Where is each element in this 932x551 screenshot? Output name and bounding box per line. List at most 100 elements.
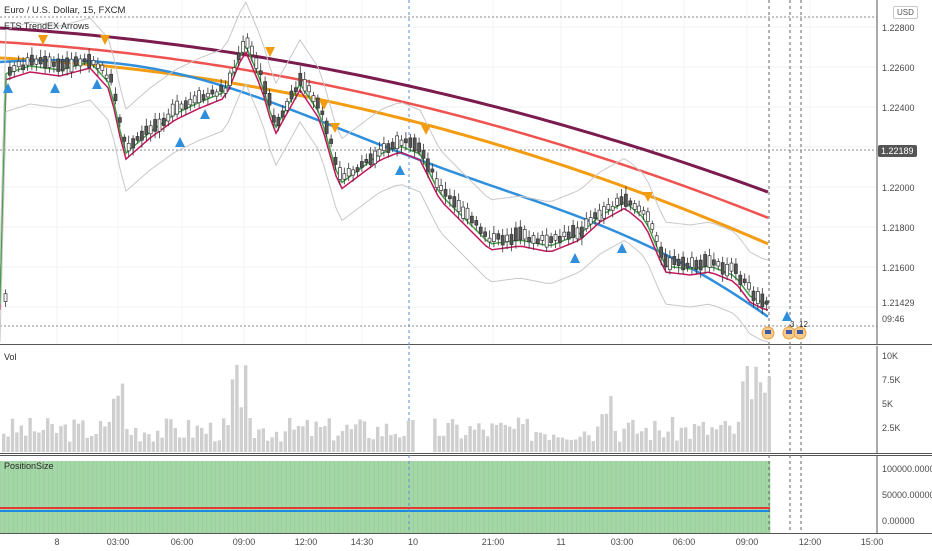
candle-body	[641, 210, 646, 215]
volume-bar	[129, 435, 133, 452]
candle-body	[109, 73, 113, 83]
volume-bar	[565, 439, 569, 452]
volume-bar	[486, 436, 490, 452]
volume-bar	[446, 422, 450, 452]
candle-body	[518, 226, 523, 241]
volume-title[interactable]: Vol	[4, 352, 17, 362]
volume-bar	[530, 440, 534, 452]
volume-bar	[472, 429, 477, 452]
volume-bar	[389, 435, 393, 452]
candle-body	[575, 227, 580, 240]
volume-bar	[103, 426, 107, 452]
volume-bar	[688, 438, 692, 452]
candle-body	[373, 150, 377, 165]
volume-bar	[98, 421, 103, 452]
volume-bar	[332, 440, 336, 452]
countdown-label: 09:46	[882, 314, 905, 324]
time-label-12: 09:00	[735, 537, 759, 547]
volume-bar	[32, 431, 37, 452]
volume-bar	[296, 426, 301, 452]
volume-bar	[248, 418, 252, 452]
sell-arrow-icon	[100, 35, 110, 45]
time-axis[interactable]	[0, 533, 932, 551]
volume-bar	[600, 414, 604, 452]
volume-bar	[538, 432, 543, 452]
volume-bar	[653, 420, 657, 452]
volume-bar	[274, 431, 279, 452]
time-label-11: 06:00	[672, 537, 696, 547]
price-chart[interactable]	[0, 0, 932, 345]
volume-bar	[582, 431, 587, 452]
candle-body	[659, 246, 663, 258]
volume-bar	[631, 419, 635, 452]
volume-bar	[644, 427, 648, 452]
volume-bar	[512, 428, 516, 452]
candle-body	[223, 87, 228, 94]
position-title[interactable]: PositionSize	[4, 461, 54, 471]
price-pane[interactable]: Euro / U.S. Dollar, 15, FXCM ETS TrendEX…	[0, 0, 932, 345]
candle-body	[192, 95, 197, 104]
volume-bar	[230, 379, 235, 452]
candle-body	[140, 130, 144, 141]
volume-bar	[670, 417, 675, 452]
candle-body	[672, 256, 677, 266]
volume-bar	[182, 437, 186, 452]
candle-body	[500, 235, 505, 246]
candle-body	[131, 138, 135, 149]
volume-bar	[675, 440, 679, 452]
candle-body	[351, 169, 355, 176]
candle-body	[404, 138, 408, 144]
position-pane[interactable]: PositionSize 100000.00000 50000.00000 0.…	[0, 455, 932, 533]
volume-bar	[732, 433, 736, 452]
ema-maroon-line	[0, 26, 769, 194]
time-label-2: 03:00	[106, 537, 130, 547]
volume-chart[interactable]	[0, 346, 932, 454]
volume-bar	[640, 431, 644, 452]
volume-bar	[758, 382, 763, 452]
candle-body	[716, 261, 721, 267]
buy-arrow-icon	[617, 243, 627, 253]
candle-body	[153, 119, 157, 132]
candle-body	[478, 226, 483, 234]
candle-body	[289, 90, 294, 100]
us-flag-icon	[797, 330, 803, 334]
volume-bar	[587, 435, 591, 452]
volume-bar	[503, 424, 507, 452]
candle-body	[329, 138, 333, 144]
time-label-7: 10	[407, 537, 419, 547]
volume-bar	[85, 437, 89, 452]
volume-bar	[134, 427, 138, 452]
volume-bar	[63, 424, 67, 452]
buy-arrow-icon	[3, 83, 13, 93]
candle-body	[747, 282, 751, 290]
candle-body	[562, 231, 567, 237]
candle-body	[355, 167, 360, 172]
symbol-title[interactable]: Euro / U.S. Dollar, 15, FXCM	[4, 5, 126, 16]
volume-bar	[411, 419, 415, 452]
candle-body	[597, 209, 602, 221]
candle-body	[707, 255, 712, 268]
volume-bar	[556, 437, 560, 452]
indicator-title[interactable]: ETS TrendEX Arrows	[4, 21, 90, 31]
candle-body	[492, 233, 496, 242]
volume-bar	[657, 430, 661, 452]
volume-bar	[222, 418, 226, 452]
position-chart[interactable]	[0, 455, 932, 533]
volume-pane[interactable]: Vol 10K 7.5K 5K 2.5K	[0, 346, 932, 454]
volume-bar	[442, 435, 446, 452]
buy-arrow-icon	[395, 165, 405, 175]
candle-body	[615, 197, 619, 206]
volume-bar	[402, 435, 406, 452]
time-label-14: 15:00	[860, 537, 884, 547]
volume-bar	[362, 421, 367, 452]
candle-body	[69, 58, 74, 73]
volume-bar	[310, 436, 314, 452]
currency-button[interactable]: USD	[893, 6, 918, 19]
candle-body	[201, 94, 206, 101]
candle-body	[553, 234, 558, 241]
candle-body	[179, 103, 184, 110]
candle-body	[522, 229, 527, 240]
candle-body	[311, 95, 316, 102]
candle-body	[232, 67, 237, 73]
volume-bar	[499, 422, 503, 452]
